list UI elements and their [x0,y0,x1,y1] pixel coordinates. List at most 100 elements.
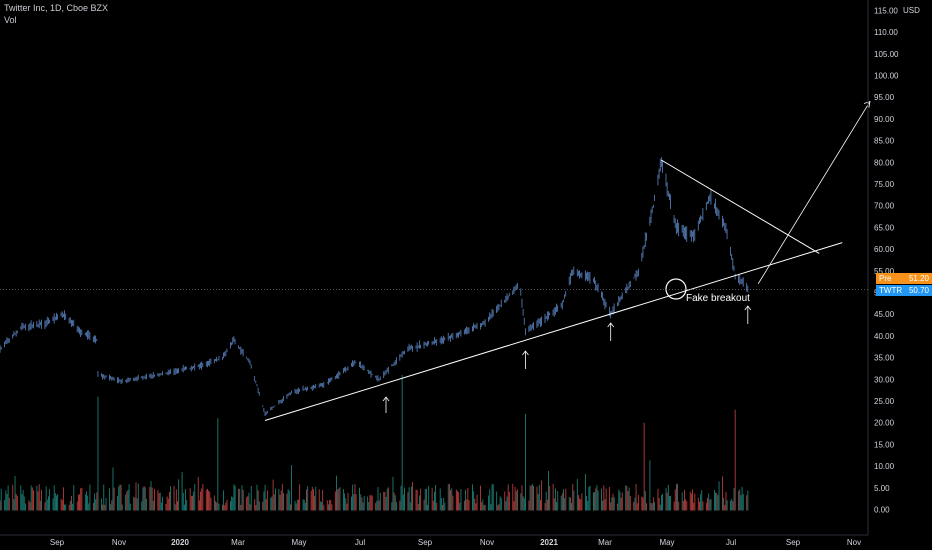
volume-bar [178,479,180,511]
x-tick-label: Mar [231,538,245,547]
volume-bar [271,496,273,511]
volume-bar [273,494,275,511]
volume-bar [121,504,123,511]
y-tick-label: 80.00 [874,158,895,167]
y-tick-label: 60.00 [874,245,895,254]
volume-bar [64,504,66,511]
volume-bar [545,491,547,511]
volume-bar [540,499,541,511]
volume-bar [194,483,196,511]
volume-bar [581,493,583,511]
volume-bar [605,488,607,511]
y-tick-label: 30.00 [874,375,895,384]
volume-bar [339,487,341,511]
volume-bar [307,486,309,511]
volume-bar [160,502,162,511]
volume-bar [432,500,434,511]
volume-bar [318,489,320,511]
volume-bar [515,490,517,511]
volume-bar [14,475,16,511]
volume-bar [213,495,215,511]
y-tick-label: 75.00 [874,180,895,189]
volume-bar [376,500,378,511]
volume-bar [597,490,599,511]
volume-bar [707,497,708,511]
volume-bar [286,493,288,511]
volume-bar [593,492,594,511]
volume-bar [576,478,578,511]
volume-bar [385,496,387,511]
volume-bar [546,499,548,511]
volume-bar [29,502,31,511]
y-tick-label: 0.00 [874,506,890,515]
volume-bar [522,496,524,511]
volume-bar [488,495,490,511]
volume-bar [521,485,523,511]
volume-bar [531,483,533,511]
volume-bar [205,489,207,511]
volume-bar [192,495,193,511]
volume-bar [741,486,743,511]
volume-bar [709,499,711,511]
volume-bar [565,488,567,511]
volume-bar [46,499,48,511]
volume-indicator-label[interactable]: Vol [4,15,17,25]
trendlines [264,100,871,422]
volume-bar [420,488,422,511]
volume-bar [723,497,725,511]
volume-bar [165,504,167,511]
y-tick-label: 10.00 [874,462,895,471]
volume-bar [480,485,481,511]
volume-bar [31,487,33,511]
volume-bar [103,484,105,511]
volume-bar [504,491,506,511]
up-arrowhead [522,350,529,356]
volume-bar [151,487,153,511]
volume-bar [97,396,99,511]
x-tick-label: Jul [355,538,365,547]
volume-bar [726,500,728,511]
x-tick-label: Jul [726,538,736,547]
volume-bar [344,493,346,511]
volume-bar [666,492,668,511]
y-tick-label: 40.00 [874,332,895,341]
volume-bar [740,495,742,511]
volume-bar [355,494,357,511]
volume-bar [455,489,457,511]
volume-bar [586,495,587,511]
volume-bar [553,498,555,511]
volume-bar [370,495,372,511]
volume-bar [189,488,191,511]
volume-bar [595,488,597,511]
volume-bar [423,499,425,511]
volume-bar [472,484,473,511]
volume-bar [250,485,252,511]
volume-bar [128,484,130,511]
volume-bar [525,414,526,511]
volume-bar [246,497,248,511]
volume-bar [563,489,564,511]
volume-bar [579,498,581,511]
volume-bar [450,490,452,511]
last-value: 50.70 [908,286,929,295]
volume-bar [686,501,688,511]
volume-bar [186,499,188,511]
volume-bar [589,485,591,511]
volume-bar [507,484,509,511]
volume-bar [409,502,411,511]
volume-bar [22,489,24,511]
pre-label: Pre [879,274,892,283]
volume-bar [278,489,280,511]
volume-bar [611,497,613,511]
volume-bar [394,495,396,511]
volume-bar [119,484,121,511]
volume-bar [725,491,727,511]
volume-bar [689,491,691,511]
volume-bar [742,493,744,511]
volume-bar [209,491,211,511]
volume-bar [303,499,305,511]
volume-bar [612,493,614,511]
volume-bar [54,493,56,511]
volume-bar [569,497,571,511]
